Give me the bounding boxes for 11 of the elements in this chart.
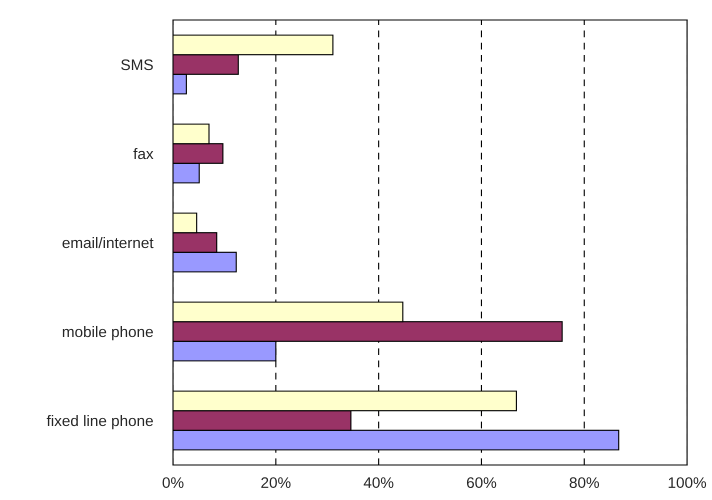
- x-tick-label: 80%: [570, 477, 600, 488]
- y-tick-label: mobile phone: [62, 326, 153, 340]
- y-tick-label: SMS: [121, 59, 153, 70]
- y-tick-label: email/internet: [62, 236, 154, 248]
- x-tick-label: 60%: [466, 477, 496, 488]
- x-tick-label: 40%: [364, 477, 394, 488]
- x-tick-label: 100%: [668, 477, 706, 488]
- x-tick-label: 0%: [162, 477, 184, 488]
- y-tick-label: fixed line phone: [46, 414, 153, 430]
- x-tick-label: 20%: [261, 477, 291, 488]
- y-tick-label: fax: [133, 148, 154, 160]
